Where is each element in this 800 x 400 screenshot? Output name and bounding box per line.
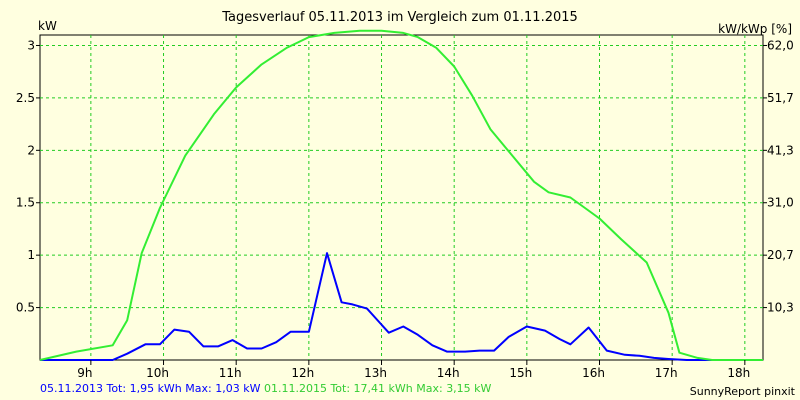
x-tick-label: 11h <box>219 366 242 380</box>
x-tick-label: 14h <box>437 366 460 380</box>
y-tick-label: 0.5 <box>16 301 35 315</box>
series-line-2015 <box>39 29 763 361</box>
x-tick-label: 17h <box>655 366 678 380</box>
x-tick-label: 18h <box>727 366 750 380</box>
y-tick-label: 1.5 <box>16 196 35 210</box>
chart-title: Tagesverlauf 05.11.2013 im Vergleich zum… <box>222 10 578 25</box>
series-line-2013 <box>40 252 763 361</box>
y-tick-label: 2 <box>27 143 35 157</box>
y-right-tick-label: 41,3 <box>767 143 794 157</box>
y-right-tick-label: 31,0 <box>767 196 794 210</box>
y-axis-label-left: kW <box>38 19 57 33</box>
y-right-tick-label: 51,7 <box>767 91 794 105</box>
plot-area <box>39 34 764 361</box>
credit-label: SunnyReport pinxit <box>689 385 795 398</box>
y-tick-label: 3 <box>27 38 35 52</box>
y-tick-label: 2.5 <box>16 91 35 105</box>
x-tick-label: 13h <box>364 366 387 380</box>
x-tick-label: 10h <box>146 366 169 380</box>
legend-series-2013: 05.11.2013 Tot: 1,95 kWh Max: 1,03 kW <box>40 382 261 395</box>
x-tick-label: 16h <box>582 366 605 380</box>
x-tick-label: 9h <box>77 366 92 380</box>
x-tick-label: 12h <box>291 366 314 380</box>
y-right-tick-label: 10,3 <box>767 301 794 315</box>
y-axis-label-right: kW/kWp [%] <box>718 22 792 36</box>
footer-legend: 05.11.2013 Tot: 1,95 kWh Max: 1,03 kW 01… <box>40 382 491 395</box>
legend-series-2015: 01.11.2015 Tot: 17,41 kWh Max: 3,15 kW <box>263 382 492 395</box>
y-tick-label: 1 <box>27 248 35 262</box>
y-right-tick-label: 20,7 <box>767 248 794 262</box>
y-right-tick-label: 62,0 <box>767 38 794 52</box>
x-tick-label: 15h <box>509 366 532 380</box>
